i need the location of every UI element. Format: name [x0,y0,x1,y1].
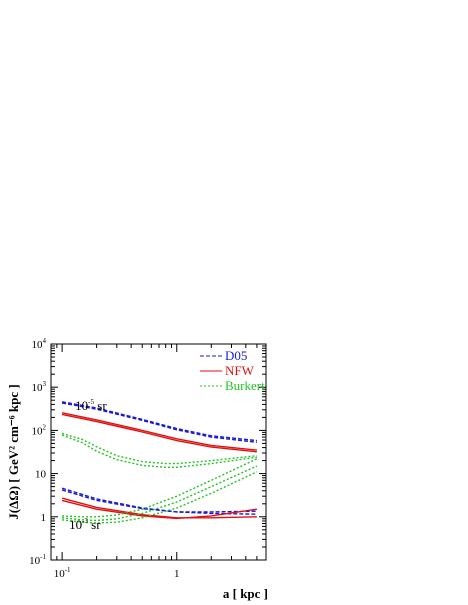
series-line [62,458,258,518]
legend-label: NFW [225,363,255,378]
y-tick-label: 10-1 [29,553,46,567]
y-axis-title: J(ΔΩ) [ GeV² cm⁻⁶ kpc ] [6,384,21,519]
solid-angle-label: 10-5 sr [75,398,107,413]
series-line [61,412,257,451]
series-line [62,465,258,522]
series-line [61,497,257,519]
x-axis-ticks: 10-1 1 [50,344,267,580]
series-line [61,499,258,520]
y-tick-label: 104 [32,337,47,351]
y-tick-label: 102 [32,423,47,437]
plot-frame [50,343,267,561]
series-line [61,432,257,465]
x-axis-title: a [ kpc ] [223,586,268,601]
solid-angle-label: 10-3 sr [69,517,101,532]
series-line [61,487,257,515]
y-axis-ticks: 10-1 1 10 102 103 104 [29,337,266,567]
y-tick-label: 10 [35,469,47,481]
series-line [61,402,257,443]
x-tick-label: 10-1 [54,566,71,580]
x-tick-label: 1 [174,568,180,580]
series-line [61,413,257,453]
legend-label: Burkert [225,378,265,393]
series-line [61,489,257,513]
y-tick-label: 1 [41,512,47,524]
region-annotations: 10-5 sr 10-3 sr [69,398,107,532]
legend-label: D05 [225,348,247,363]
series-lines [61,401,258,524]
series-line [61,434,257,468]
y-tick-label: 103 [32,380,47,394]
